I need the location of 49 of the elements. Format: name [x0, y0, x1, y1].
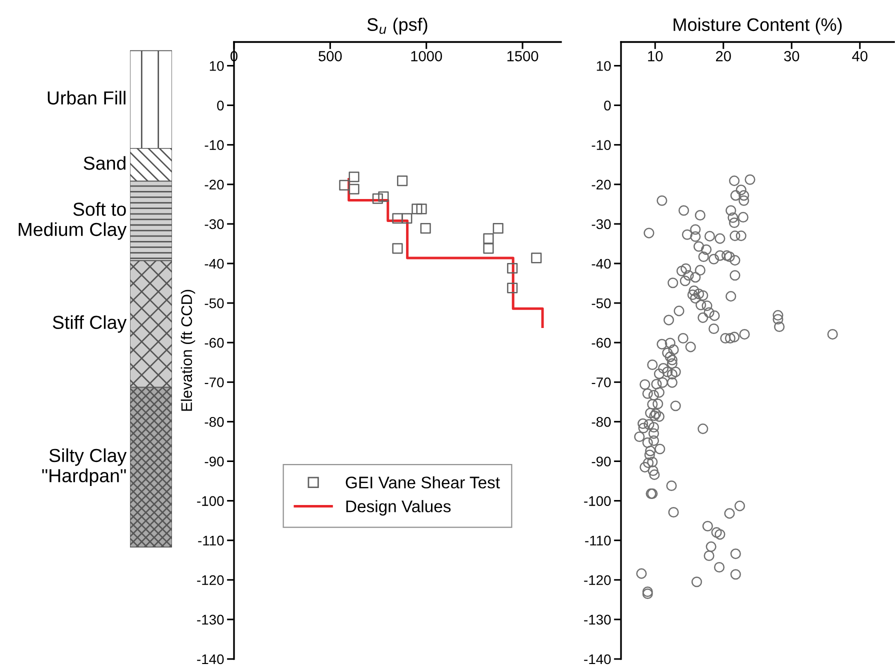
y-tick-label: 10	[596, 61, 611, 71]
y-tick-label: -50	[204, 298, 224, 308]
y-tick-label: -70	[204, 377, 224, 388]
y-tick-label: -20	[204, 180, 224, 190]
y-tick-label: -130	[197, 614, 224, 625]
series-label: Soft to Medium Clay	[18, 202, 127, 240]
y-tick-label: -10	[204, 140, 224, 150]
y-tick-label: -120	[584, 575, 611, 586]
legend-label: Design Values	[346, 500, 451, 516]
series-label: Sand	[84, 156, 126, 170]
y-tick-label: -40	[204, 258, 224, 269]
x-axis-title: Moisture Content (%)	[674, 18, 842, 35]
x-axis-title: S$_{u}$ (psf)	[367, 18, 428, 35]
x-tick-label: 10	[648, 51, 663, 62]
x-tick-label: 30	[784, 51, 800, 62]
y-tick-label: -110	[585, 536, 611, 546]
y-tick-label: -100	[197, 496, 224, 506]
y-tick-label: 0	[604, 100, 611, 110]
y-tick-label: -80	[592, 417, 611, 427]
y-tick-label: -10	[592, 140, 611, 150]
y-tick-label: -30	[592, 219, 611, 230]
y-tick-label: -90	[592, 456, 611, 466]
y-tick-label: -30	[204, 219, 224, 230]
y-tick-label: -40	[592, 258, 611, 269]
y-tick-label: -110	[198, 536, 224, 546]
series-label: Silty Clay "Hardpan"	[42, 448, 127, 486]
x-tick-label: 20	[716, 51, 731, 62]
y-tick-label: 0	[217, 100, 224, 110]
x-tick-label: 40	[852, 51, 868, 62]
series-label: Urban Fill	[48, 90, 126, 105]
series-label: Stiff Clay	[52, 315, 127, 333]
y-axis-title: Elevation (ft CCD)	[180, 290, 196, 411]
y-tick-label: -140	[584, 654, 611, 664]
y-tick-label: -70	[592, 377, 611, 388]
y-tick-label: -100	[584, 496, 611, 506]
y-tick-label: -80	[204, 417, 224, 427]
x-tick-label: 1000	[411, 51, 442, 62]
y-tick-label: -60	[204, 338, 224, 348]
y-tick-label: -50	[592, 298, 611, 308]
y-tick-label: -90	[204, 456, 224, 466]
legend-label: GEI Vane Shear Test	[346, 476, 500, 488]
y-tick-label: -130	[584, 614, 611, 625]
y-tick-label: -20	[592, 180, 611, 190]
y-tick-label: -60	[592, 338, 611, 348]
y-tick-label: -140	[197, 654, 224, 664]
y-tick-label: 10	[210, 61, 224, 71]
x-tick-label: 1500	[507, 51, 538, 62]
x-tick-label: 500	[318, 51, 342, 62]
y-tick-label: -120	[197, 575, 224, 586]
